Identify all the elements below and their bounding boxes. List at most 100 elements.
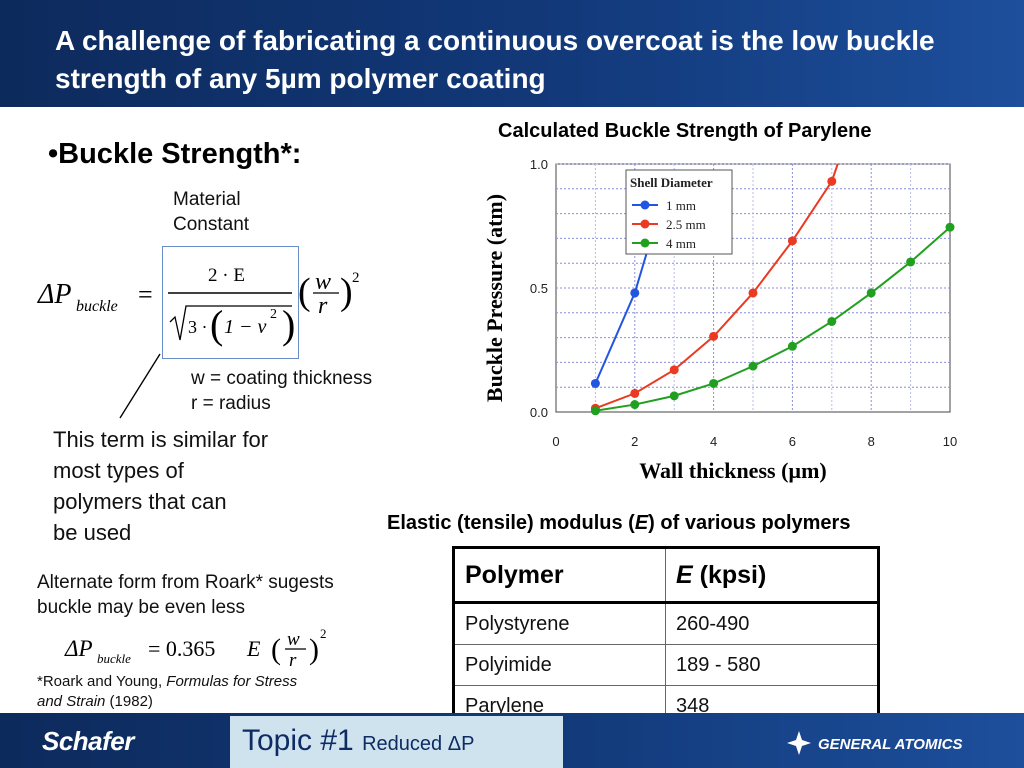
data-point [748,361,758,371]
material-constant-line-2: Constant [173,214,250,235]
polymer-table: Polymer E (kpsi) Polystyrene 260-490 Pol… [452,546,880,729]
x-tick-label: 10 [943,434,957,449]
data-point [669,365,679,375]
title-bar: A challenge of fabricating a continuous … [0,0,1024,107]
topic-subtitle: Reduced ΔP [362,733,475,755]
material-constant-box [162,246,299,359]
x-axis-label: Wall thickness (µm) [639,458,826,483]
footnote-a: *Roark and Young, [37,673,167,690]
x-tick-label: 6 [789,434,796,449]
eq1-den-a: 3 · [188,317,208,337]
eq1-paren-open: ( [210,302,223,347]
similar-term-note: This term is similar for most types of p… [53,424,268,548]
var-r: r = radius [191,393,271,414]
eq1-equals: = [138,280,153,309]
data-point [827,176,837,186]
data-point [787,236,797,246]
data-point [827,316,837,326]
topic-number: Topic #1 [242,724,354,757]
pointer-arrow [119,353,161,419]
general-atomics-star-icon [787,731,811,755]
material-constant-line-1: Material [173,189,241,210]
x-tick-label: 4 [710,434,717,449]
eq1-paren-close: ) [282,302,295,347]
eq2-lhs-sub: buckle [97,651,131,666]
table-row: Polystyrene 260-490 [453,602,879,645]
eq1-paren2-close: ) [340,271,353,313]
data-point [630,388,640,398]
header-polymer: Polymer [453,547,666,604]
eq1-den-exp: 2 [270,307,277,322]
slide-title: A challenge of fabricating a continuous … [55,25,935,94]
eq2-rhs: = 0.365 [148,636,215,661]
legend-entry: 2.5 mm [666,217,706,232]
data-point [590,378,600,388]
table-title: Elastic (tensile) modulus (E) of various… [387,512,850,535]
topic-box: Topic #1 Reduced ΔP [230,716,563,768]
y-tick-label: 1.0 [530,157,548,172]
footnote-d: (1982) [105,693,153,710]
schafer-logo: Schafer [42,726,134,756]
var-w: w = coating thickness [191,368,373,389]
y-tick-label: 0.5 [530,281,548,296]
similar-line-2: most types of [53,458,184,483]
legend-entry: 1 mm [666,198,696,213]
footnote-b: Formulas for Stress [166,673,298,690]
data-point [709,331,719,341]
series-line [595,226,951,412]
similar-line-4: be used [53,520,132,545]
header-e-symbol: E [676,560,693,589]
data-point [630,288,640,298]
legend-marker [640,238,650,248]
alt-line-1: Alternate form from Roark* sugests [37,572,334,593]
header-e: E (kpsi) [665,547,879,604]
table-title-a: Elastic (tensile) modulus ( [387,512,635,534]
data-point [709,378,719,388]
chart-title: Calculated Buckle Strength of Parylene [498,120,872,142]
legend-marker [640,219,650,229]
y-axis-label: Buckle Pressure (atm) [482,194,507,402]
buckle-chart: 0 2 4 6 8 10 0.0 0.5 1.0 Wall thickness (µm) Buckl… [482,157,957,483]
row-polymer: Polystyrene [453,602,666,645]
buckle-strength-bullet: •Buckle Strength*: [48,138,302,170]
eq2-E: E [246,636,261,661]
table-title-e: E [634,512,649,534]
data-point [906,257,916,267]
table-row: Polyimide 189 - 580 [453,644,879,686]
x-tick-label: 8 [868,434,875,449]
alternate-form-note: Alternate form from Roark* sugests buckl… [37,570,334,620]
x-tick-label: 0 [552,434,559,449]
row-value: 260-490 [665,602,879,645]
similar-line-3: polymers that can [53,489,227,514]
eq1-r: r [318,293,328,319]
row-value: 189 - 580 [665,644,879,686]
topic-label: Topic #1 Reduced ΔP [242,724,474,758]
footnote: *Roark and Young, Formulas for Stress an… [37,672,297,712]
general-atomics-logo: GENERAL ATOMICS [818,736,963,753]
table-title-b: ) of various polymers [648,512,851,534]
legend-marker [640,200,650,210]
data-point [630,400,640,410]
eq1-numerator: 2 · E [208,265,245,286]
material-constant-label: Material Constant [173,187,249,237]
alt-line-2: buckle may be even less [37,597,246,618]
row-polymer: Polyimide [453,644,666,686]
eq2-paren-close: ) [309,633,319,666]
eq1-paren2-open: ( [298,271,311,313]
header-e-unit: (kpsi) [692,560,767,589]
eq1-lhs-p: ΔP [37,279,72,310]
eq1-w: w [315,269,331,295]
eq1-sqrt-sign [169,305,292,341]
table-header-row: Polymer E (kpsi) [453,547,879,604]
data-point [787,341,797,351]
variable-definitions: w = coating thickness r = radius [191,366,372,416]
data-point [945,222,955,232]
eq2-w: w [287,629,300,650]
similar-line-1: This term is similar for [53,427,269,452]
eq2-exp: 2 [320,626,327,641]
data-point [590,406,600,416]
eq1-exp: 2 [352,270,360,286]
x-tick-label: 2 [631,434,638,449]
eq2-paren-open: ( [271,633,281,666]
